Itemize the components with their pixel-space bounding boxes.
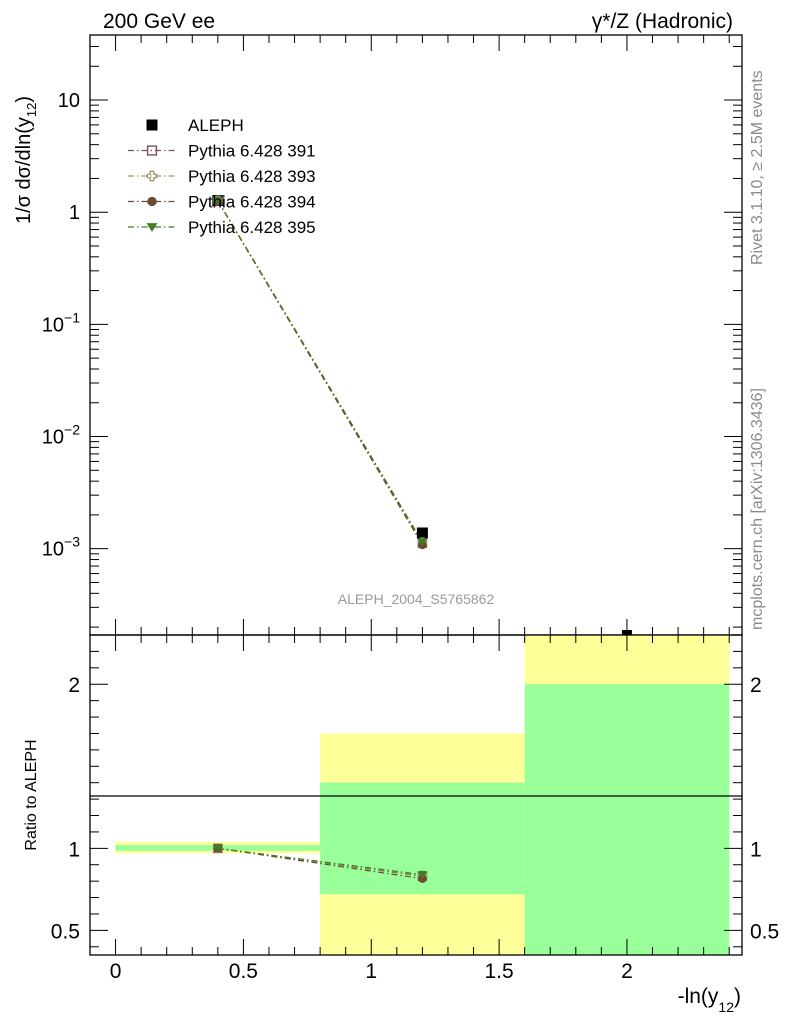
main-y-tick-label: 10−1 [42, 309, 80, 336]
ratio-series-line [217, 847, 423, 877]
main-data-point-shape [212, 197, 223, 206]
main-data-point-shape [417, 538, 428, 547]
main-data-point [212, 197, 223, 206]
legend-marker [146, 145, 158, 156]
legend-label: Pythia 6.428 394 [188, 193, 316, 212]
main-series-line [217, 200, 423, 546]
ratio-axis-ticks [90, 635, 742, 955]
x-tick-label: 1.5 [484, 960, 513, 983]
ratio-y-tick-label-left: 1 [68, 838, 80, 861]
header-right-label: γ*/Z (Hadronic) [592, 10, 733, 33]
ratio-series-line [217, 847, 423, 876]
ratio-uncertainty-bands [115, 635, 730, 955]
legend-marker [147, 196, 157, 207]
x-tick-label: 0 [110, 960, 122, 983]
x-tick-label: 2 [621, 960, 633, 983]
legend-marker-shape [147, 196, 157, 207]
side-label-mcplots: mcplots.cern.ch [arXiv:1306.3436] [749, 388, 766, 630]
x-axis-title: -ln(y12) [678, 985, 741, 1015]
legend-marker-shape [146, 170, 158, 182]
main-y-axis-title: 1/σ dσ/dln(y12) [13, 96, 39, 224]
legend-label: Pythia 6.428 393 [188, 167, 316, 186]
ratio-series-line [217, 847, 423, 877]
ratio-data-point-shape [417, 871, 428, 880]
ratio-y-tick-label-left: 2 [68, 674, 80, 697]
main-data-point [416, 527, 428, 539]
ratio-y-tick-label-right: 0.5 [750, 920, 779, 943]
main-axis-ticks [90, 35, 742, 635]
ratio-x-tick-labels: 0 0.5 1 1.5 2 [110, 960, 633, 983]
main-data-point [417, 538, 428, 547]
main-panel: 10−3 10−2 10−1 1 10 1/σ dσ/dln(y12) ALEPH_20… [13, 34, 743, 636]
ratio-data-point [417, 871, 428, 880]
legend: ALEPH Pythia 6.428 391 Pythia 6.428 393 Pyt… [128, 116, 316, 237]
legend-marker [146, 170, 158, 182]
x-tick-label: 1 [365, 960, 377, 983]
legend-marker-shape [146, 145, 158, 156]
ratio-plot-frame [89, 634, 743, 956]
main-y-tick-labels: 10−3 10−2 10−1 1 10 [42, 90, 80, 561]
ratio-series-line [217, 847, 423, 880]
legend-marker [146, 223, 158, 232]
legend-marker-shape [146, 119, 158, 131]
ratio-y-tick-label-right: 2 [750, 674, 762, 697]
header-left-label: 200 GeV ee [103, 10, 215, 33]
ratio-y-tick-labels: 0.5 0.5 1 1 2 2 [51, 674, 779, 943]
main-y-tick-label: 10−2 [42, 422, 80, 449]
ratio-data-point-shape [212, 844, 223, 853]
ratio-panel: 0.5 0.5 1 1 2 2 0 0.5 1 1.5 2 Ratio to ALEPH -ln(… [23, 634, 779, 1015]
ratio-data-point [212, 844, 223, 853]
x-tick-label: 0.5 [229, 960, 258, 983]
ratio-y-tick-label-right: 1 [750, 838, 762, 861]
watermark-label: ALEPH_2004_S5765862 [338, 591, 495, 607]
legend-marker [146, 119, 158, 131]
ratio-series-markers [212, 843, 428, 883]
legend-label: ALEPH [188, 116, 244, 135]
main-y-tick-label: 10 [58, 90, 80, 112]
main-data-point-clipped [621, 630, 632, 635]
ratio-y-tick-label-left: 0.5 [51, 920, 80, 943]
legend-label: Pythia 6.428 395 [188, 218, 316, 237]
main-y-tick-label: 10−3 [42, 534, 80, 561]
main-series-markers [212, 195, 632, 635]
ratio-band-green [524, 684, 730, 955]
legend-marker-shape [146, 223, 158, 232]
main-series-lines [217, 200, 423, 546]
main-series-line [217, 200, 423, 543]
ratio-y-axis-title: Ratio to ALEPH [23, 739, 40, 850]
main-y-tick-label: 1 [69, 202, 80, 224]
main-data-point-shape [416, 527, 428, 539]
side-label-rivet: Rivet 3.1.10, ≥ 2.5M events [749, 70, 766, 265]
ratio-series-lines [217, 847, 423, 880]
legend-label: Pythia 6.428 391 [188, 142, 316, 161]
